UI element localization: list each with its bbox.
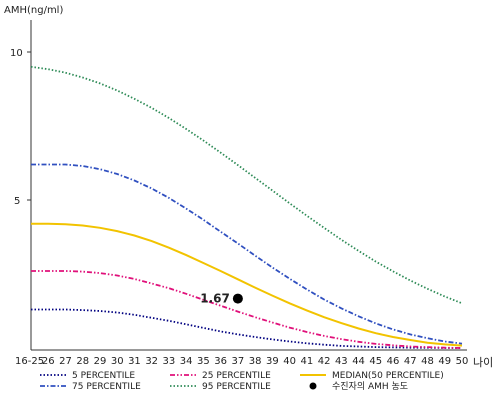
x-tick-label: 27: [59, 356, 72, 367]
y-axis-title: AMH(ng/ml): [4, 5, 63, 16]
legend-label: MEDIAN(50 PERCENTILE): [332, 371, 444, 381]
x-tick-label: 44: [352, 356, 365, 367]
x-tick-label: 43: [335, 356, 348, 367]
legend-label: 75 PERCENTILE: [72, 382, 141, 392]
x-tick-label: 42: [318, 356, 331, 367]
patient-amh-marker: [232, 293, 243, 304]
patient-amh-value-label: 1.67: [200, 292, 230, 306]
x-tick-label: 49: [438, 356, 451, 367]
legend-label: 수진자의 AMH 농도: [332, 381, 408, 392]
legend: 5 PERCENTILE 25 PERCENTILE MEDIAN(50 PERCE…: [40, 371, 444, 392]
x-tick-label: 35: [197, 356, 210, 367]
x-tick-label: 48: [421, 356, 434, 367]
series-line-median-50-percentile: [31, 222, 463, 347]
x-axis-title: 나이: [473, 356, 493, 369]
x-tick-label: 38: [249, 356, 262, 367]
x-tick-label: 40: [283, 356, 296, 367]
series-line-95-percentile: [30, 65, 463, 305]
y-tick-label: 5: [14, 196, 20, 207]
x-tick-label: 36: [214, 356, 227, 367]
x-tick-label: 47: [404, 356, 417, 367]
x-tick-label: 33: [163, 356, 176, 367]
legend-label: 25 PERCENTILE: [202, 371, 271, 381]
x-tick-label: 39: [266, 356, 279, 367]
y-tick-label: 10: [10, 48, 23, 59]
x-tick-label: 30: [111, 356, 124, 367]
axes: AMH(ng/ml) 나이: [4, 5, 493, 369]
x-tick-label: 26: [42, 356, 55, 367]
x-tick-label: 45: [369, 356, 382, 367]
x-tick-label: 41: [300, 356, 313, 367]
x-tick-label: 37: [232, 356, 245, 367]
x-tick-label: 29: [94, 356, 107, 367]
legend-label: 95 PERCENTILE: [202, 382, 271, 392]
x-tick-label: 32: [145, 356, 158, 367]
x-tick-label: 31: [128, 356, 141, 367]
series-layer: [30, 65, 463, 349]
x-tick-label: 50: [456, 356, 469, 367]
x-tick-label: 28: [76, 356, 89, 367]
marker-layer: 1.67: [200, 292, 243, 306]
legend-label: 5 PERCENTILE: [72, 371, 135, 381]
series-line-25-percentile: [31, 270, 463, 349]
x-tick-label: 16-25: [15, 356, 44, 367]
x-tick-label: 46: [387, 356, 400, 367]
x-tick-label: 34: [180, 356, 193, 367]
series-line-75-percentile: [31, 163, 463, 345]
legend-marker-dot: [309, 382, 317, 390]
series-line-5-percentile: [31, 308, 462, 349]
